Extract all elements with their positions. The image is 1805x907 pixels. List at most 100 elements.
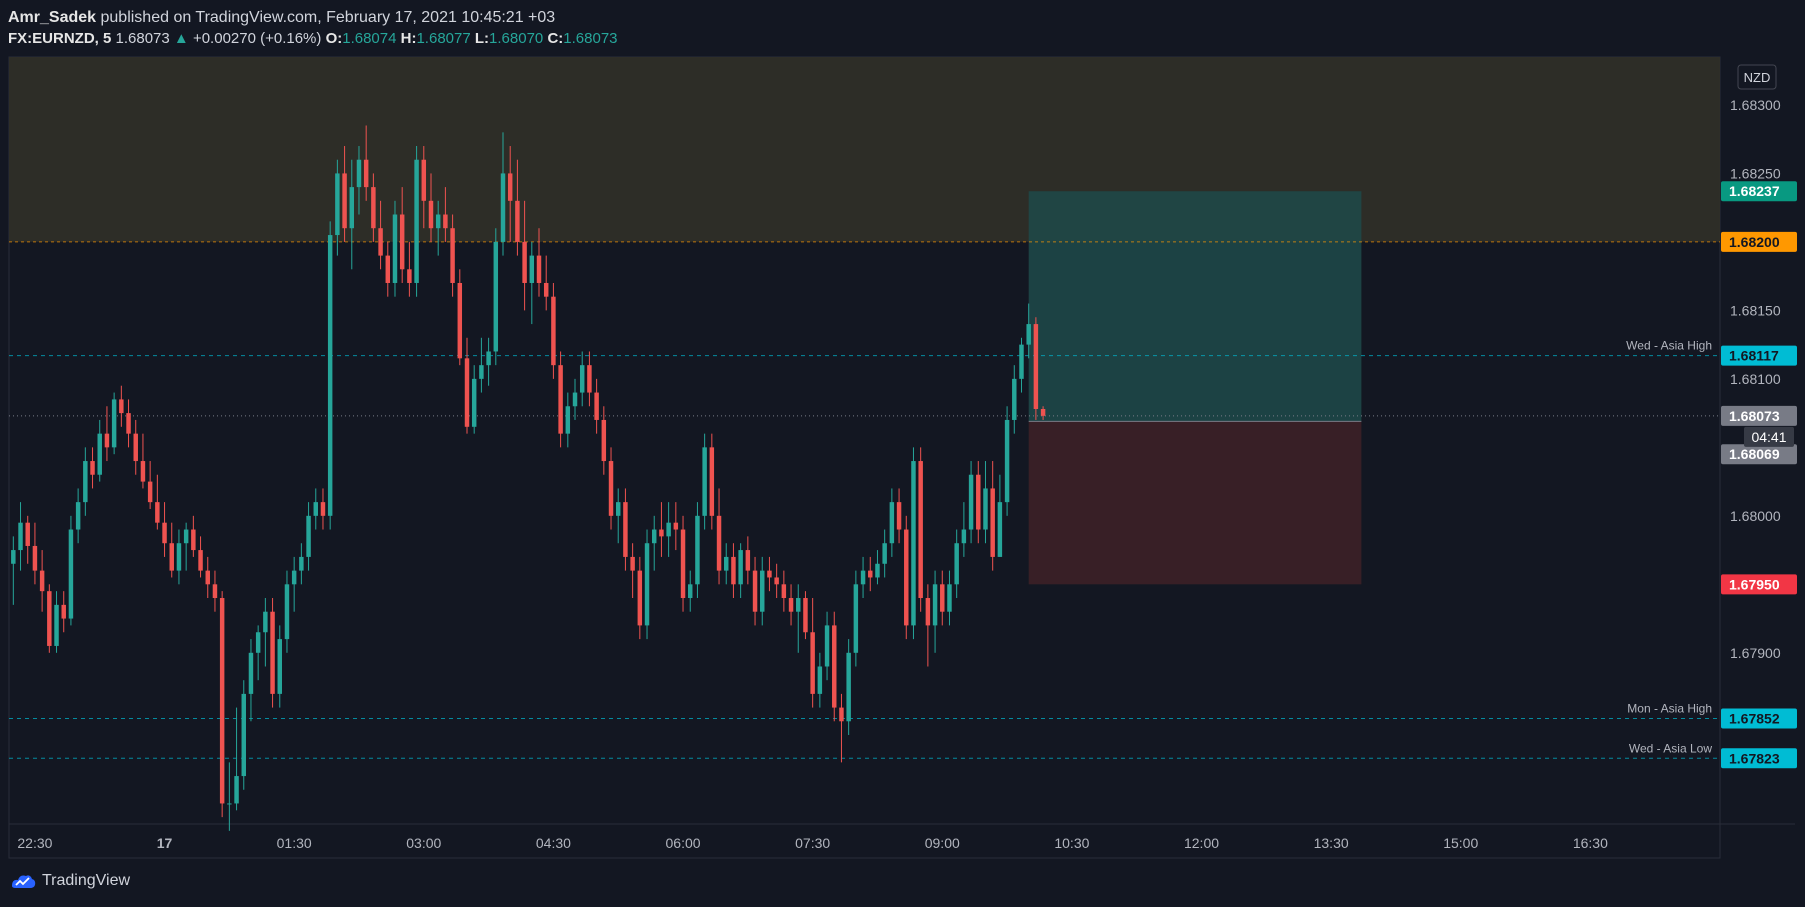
candle-body [709,447,715,516]
candle-body [961,529,967,544]
time-tick: 15:00 [1443,835,1478,851]
candle-body [284,584,290,640]
candle-body [140,461,146,482]
candle-body [615,502,621,516]
candle-body [241,693,246,777]
candle-body [47,591,52,646]
up-arrow-icon: ▲ [173,30,189,47]
candle-body [529,255,535,283]
candle-body [500,173,506,242]
candle-body [788,598,794,612]
candle-body [111,399,117,448]
price-label-bg [1721,181,1797,202]
candle-body [781,584,787,599]
candle-body [623,502,628,557]
price-label-bg [1721,231,1797,252]
candle-body [227,803,232,805]
time-tick: 13:30 [1314,835,1349,851]
candle-body [457,282,463,359]
candle-body [493,241,499,352]
candle-body [126,413,131,434]
candle-body [97,433,102,475]
candle-body [522,241,527,283]
candle-body [760,570,765,612]
candle-body [104,433,110,448]
tradingview-brand[interactable]: TradingView [10,872,130,890]
candle-body [904,529,909,626]
candle-body [846,652,851,722]
candle-body [313,502,319,516]
level-name: Wed - Asia High [1626,339,1712,353]
price-label: 1.67852 [1729,711,1780,727]
price-label: 1.68200 [1729,234,1780,250]
price-label: 1.68073 [1729,408,1780,424]
candle-body [702,447,707,516]
candle-body [896,502,902,530]
candle-body [306,515,311,557]
candle-body [176,543,182,571]
price-label: 1.67823 [1729,750,1780,766]
candle-body [162,522,167,544]
time-tick: 22:30 [17,835,52,851]
target-zone [1028,191,1362,422]
symbol-info: FX:EURNZD, 5 1.68073 ▲ +0.00270 (+0.16%)… [8,28,618,50]
candle-body [277,639,282,694]
candle-body [515,200,520,242]
candle-body [853,584,859,653]
candle-body [947,584,952,612]
candle-body [810,632,815,694]
countdown: 04:41 [1751,429,1786,445]
time-tick: 01:30 [277,835,312,851]
author-name[interactable]: Amr_Sadek [8,9,97,26]
close-value: 1.68073 [563,30,618,47]
price-label-bg [1721,708,1797,729]
price-label-bg [1721,574,1797,595]
candle-body [198,550,203,571]
candle-body [255,632,261,653]
candle-body [637,570,643,626]
time-tick: 10:30 [1054,835,1089,851]
candle-body [349,187,355,229]
time-tick: 03:00 [406,835,441,851]
candle-body [443,214,448,229]
supply-zone [9,57,1720,242]
candle-body [155,502,160,523]
candle-body [471,378,477,427]
price-label: 1.68237 [1729,183,1780,199]
candle-body [572,392,578,407]
candle-body [335,173,340,236]
candle-body [911,461,916,626]
candle-body [486,351,491,366]
candle-body [54,604,59,646]
candle-body [983,488,988,530]
candle-body [551,296,556,366]
candle-body [39,570,45,592]
candle-body [1040,408,1046,416]
candle-body [421,159,427,201]
candle-body [997,502,1003,557]
open-label: O: [325,30,343,47]
candle-body [363,159,369,188]
chart-header: Amr_Sadek published on TradingView.com, … [8,6,555,30]
symbol-label[interactable]: FX:EURNZD, 5 [8,30,112,47]
low-label: L: [474,30,490,47]
candle-body [205,570,210,585]
candle-body [651,529,657,544]
candle-body [32,545,38,571]
candle-body [1026,324,1031,345]
high-label: H: [400,30,417,47]
currency-label: NZD [1744,70,1771,85]
candle-body [147,481,153,503]
candle-body [385,255,391,283]
candle-body [407,269,412,283]
candle-body [745,550,751,571]
level-name: Wed - Asia Low [1629,741,1712,755]
candle-body [11,550,16,564]
candle-body [579,365,585,393]
candle-body [767,570,772,578]
candle-body [673,522,679,530]
level-name: Mon - Asia High [1627,702,1712,716]
candle-body [536,255,542,283]
candle-body [925,598,931,626]
